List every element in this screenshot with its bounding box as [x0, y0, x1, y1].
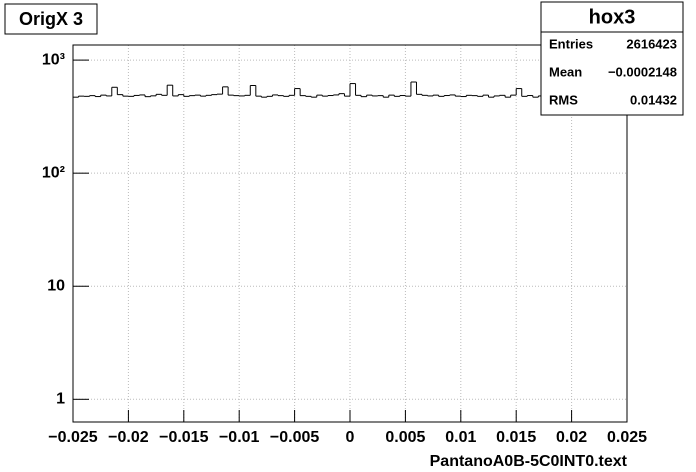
stats-frame	[540, 1, 684, 116]
x-tick-label: −0.005	[270, 429, 319, 446]
stats-label: RMS	[549, 92, 578, 107]
y-tick-label: 10	[47, 277, 65, 294]
x-tick-label: 0.015	[496, 429, 536, 446]
y-tick-label: 10³	[42, 51, 65, 68]
plot	[72, 45, 628, 422]
title-box	[4, 3, 98, 35]
stats-label: Entries	[549, 36, 593, 51]
x-axis-label: PantanoA0B-5C0INT0.text	[430, 453, 628, 470]
x-tick-label: −0.01	[219, 429, 260, 446]
x-tick-label: 0	[346, 429, 355, 446]
y-tick-label: 10²	[42, 164, 65, 181]
x-tick-label: −0.025	[48, 429, 97, 446]
x-tick-label: −0.015	[159, 429, 208, 446]
stats-label: Mean	[549, 64, 582, 79]
stats-value: −0.0002148	[608, 64, 677, 79]
plot-frame	[72, 44, 628, 423]
stats-title: hox3	[589, 6, 636, 28]
y-tick-label: 1	[56, 391, 65, 408]
x-tick-label: 0.01	[445, 429, 476, 446]
x-tick-label: 0.005	[385, 429, 425, 446]
x-tick-label: −0.02	[108, 429, 149, 446]
stats-value: 2616423	[626, 36, 677, 51]
x-tick-label: 0.02	[556, 429, 587, 446]
stats-value: 0.01432	[630, 92, 677, 107]
stats-box: hox3 Entries 2616423 Mean −0.0002148 RMS 0.01…	[540, 1, 684, 116]
chart-title: OrigX 3	[19, 9, 83, 29]
x-tick-label: 0.025	[607, 429, 647, 446]
